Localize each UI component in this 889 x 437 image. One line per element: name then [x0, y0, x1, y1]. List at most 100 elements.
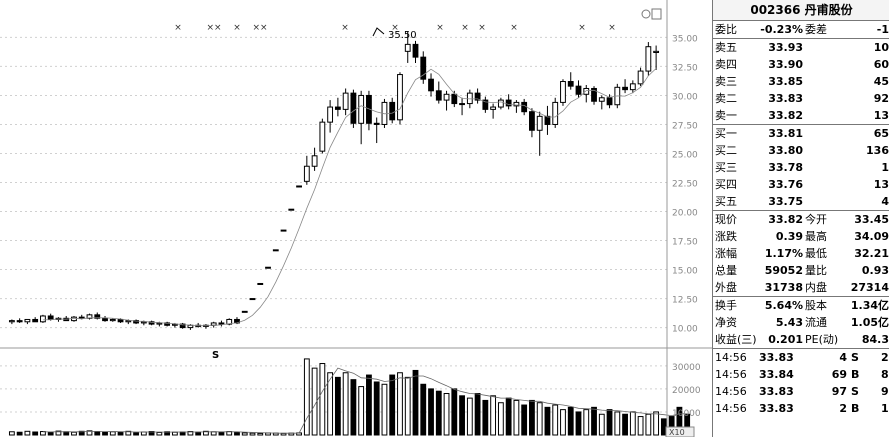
stat-row: 现价 33.82 今开 33.45	[713, 211, 889, 228]
stat-value-2: 1.05亿	[850, 316, 889, 329]
volume-bar	[653, 411, 660, 436]
volume-bar	[443, 393, 450, 436]
candle	[575, 80, 582, 98]
candle	[591, 86, 597, 105]
volume-bar	[591, 406, 597, 436]
sell-row: 卖三 33.85 45	[713, 73, 889, 90]
candle	[637, 67, 644, 87]
volume-bar	[249, 432, 256, 436]
volume-bar	[420, 383, 427, 436]
volume-bar	[358, 386, 365, 436]
order-volume: 13	[873, 178, 889, 191]
candle	[606, 94, 613, 109]
tick-side: B	[851, 368, 860, 381]
candle	[102, 315, 108, 322]
candle	[303, 155, 310, 185]
volume-bar	[63, 431, 70, 436]
stat-label-2: 股本	[805, 299, 827, 312]
volume-bar	[148, 431, 155, 436]
volume-bar	[381, 383, 388, 436]
candle	[218, 320, 225, 327]
top-marker: ×	[608, 23, 616, 33]
volume-bar	[350, 379, 357, 436]
candle	[412, 40, 419, 63]
tick-time: 14:56	[715, 351, 747, 364]
sell-row: 卖五 33.93 10	[713, 39, 889, 56]
candle	[513, 100, 520, 113]
volume-ma-line	[42, 367, 688, 434]
stat-row: 总量 59052 量比 0.93	[713, 262, 889, 279]
volume-bar	[583, 409, 590, 436]
stat2-row: 换手 5.64% 股本 1.34亿	[713, 297, 889, 314]
candle	[164, 321, 171, 327]
volume-bar	[544, 406, 551, 436]
candle	[645, 42, 652, 76]
top-marker: ××	[206, 23, 221, 33]
top-marker: ×	[510, 23, 518, 33]
candles-layer	[8, 31, 660, 330]
tick-count: 8	[881, 368, 889, 381]
volume-bar	[536, 402, 543, 436]
stat2-row: 净资 5.43 流通 1.05亿	[713, 314, 889, 331]
volume-bar	[513, 399, 520, 436]
stat-label-2: 量比	[805, 264, 827, 277]
order-label: 卖一	[715, 109, 737, 122]
price-tick-label: 25.00	[672, 150, 698, 160]
tick-volume: 4	[839, 351, 847, 364]
candle	[567, 72, 574, 90]
volume-bar	[474, 393, 481, 436]
volume-bar	[71, 431, 77, 436]
top-marker: ×	[578, 23, 586, 33]
price-tick-label: 10.00	[672, 325, 698, 335]
tick-count: 2	[881, 351, 889, 364]
price-tick-label: 20.00	[672, 209, 698, 219]
candle	[358, 90, 365, 145]
candle	[544, 105, 551, 135]
order-volume: 13	[873, 109, 889, 122]
volume-bar	[397, 372, 403, 436]
ma5-line	[42, 68, 657, 327]
stat-value: 5.43	[775, 316, 803, 329]
volume-bar	[86, 430, 93, 436]
stat-value-2: 32.21	[854, 247, 889, 260]
candle	[490, 103, 497, 119]
candle	[598, 95, 605, 110]
stat-label-2: 最低	[805, 247, 827, 260]
weicha-value: -1	[876, 23, 889, 36]
volume-bar	[466, 397, 473, 436]
candle	[404, 31, 411, 63]
volume-bar	[133, 432, 139, 436]
stat2-row: 收益(三) 0.201 PE(动) 84.3	[713, 331, 889, 348]
stat-value: 0.201	[768, 333, 803, 346]
stat-label-2: 流通	[805, 316, 827, 329]
candle	[622, 79, 628, 94]
sell-row: 卖四 33.90 60	[713, 56, 889, 73]
candle	[428, 73, 434, 97]
volume-bar	[218, 431, 225, 436]
order-volume: 136	[866, 144, 889, 157]
tick-time: 14:56	[715, 402, 747, 415]
candle	[529, 108, 535, 138]
candle	[319, 118, 326, 154]
volume-bar	[598, 413, 605, 436]
candle	[435, 81, 442, 104]
weicha-label: 委差	[805, 23, 827, 36]
window-controls[interactable]	[641, 8, 662, 20]
volume-bar	[280, 432, 287, 436]
tick-price: 33.83	[759, 385, 794, 398]
volume-bar	[637, 416, 644, 436]
volume-bar	[234, 431, 240, 436]
order-price: 33.93	[768, 41, 803, 54]
candle	[241, 310, 248, 313]
volume-bar	[203, 430, 209, 436]
buy-row: 买三 33.78 1	[713, 159, 889, 176]
volume-bar	[47, 431, 54, 436]
tick-list[interactable]: 14:56 33.83 4 S 2 14:56 33.84 69 B 8 14:56 33.83 97 S…	[713, 349, 889, 417]
buy-row: 买一 33.81 65	[713, 125, 889, 142]
tick-side: B	[851, 402, 860, 415]
volume-bar	[24, 430, 31, 436]
volume-bar	[8, 431, 15, 436]
candle	[474, 88, 481, 104]
volume-bar	[78, 430, 85, 436]
stat-value-2: 0.93	[861, 264, 889, 277]
